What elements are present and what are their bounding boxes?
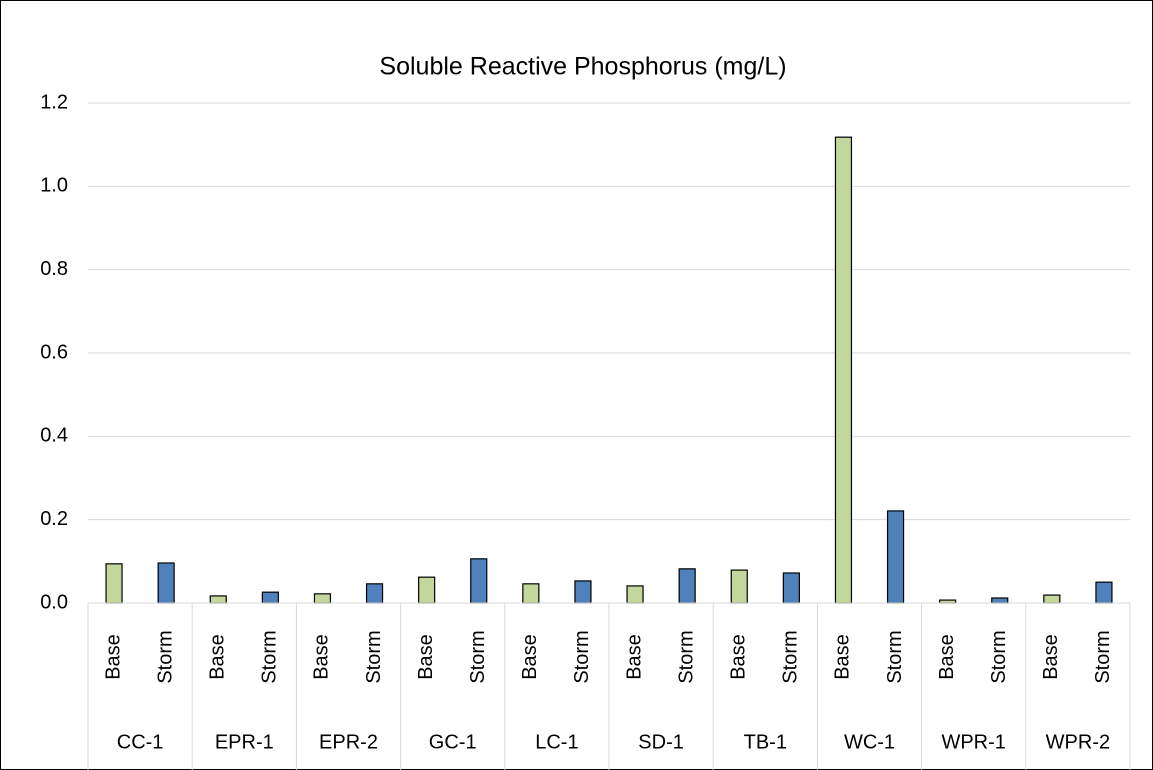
x-tick-label: Storm [780, 630, 802, 683]
x-group-label: WPR-1 [941, 731, 1005, 753]
bar [261, 591, 279, 604]
x-tick-label: Base [728, 634, 750, 680]
y-tick-label: 0.0 [40, 591, 68, 613]
x-tick-label: Base [207, 634, 229, 680]
x-tick-label: Base [102, 634, 124, 680]
y-tick-label: 0.4 [40, 425, 68, 447]
x-tick-label: Storm [363, 630, 385, 683]
x-tick-label: Base [936, 634, 958, 680]
bar [1095, 581, 1113, 604]
x-tick-label: Storm [154, 630, 176, 683]
bar [991, 597, 1009, 604]
y-tick-label: 1.2 [40, 91, 68, 113]
chart-title: Soluble Reactive Phosphorus (mg/L) [379, 53, 786, 81]
bar [678, 568, 696, 604]
x-group-label: CC-1 [117, 731, 164, 753]
bar [157, 562, 175, 604]
bar [313, 593, 332, 604]
x-tick-label: Storm [259, 630, 281, 683]
bar [886, 510, 905, 604]
bar [782, 572, 800, 604]
x-group-label: SD-1 [638, 731, 684, 753]
x-group-label: LC-1 [535, 731, 578, 753]
x-group-label: TB-1 [744, 731, 787, 753]
bar [574, 580, 592, 604]
bar [470, 558, 488, 604]
x-tick-label: Storm [1092, 630, 1114, 683]
x-group-label: EPR-1 [215, 731, 274, 753]
x-tick-label: Base [415, 634, 437, 680]
bar [730, 569, 748, 604]
y-tick-label: 0.8 [40, 258, 68, 280]
bar [209, 595, 227, 604]
x-tick-label: Base [1040, 634, 1062, 680]
x-tick-label: Storm [675, 630, 697, 683]
x-tick-label: Base [311, 634, 333, 680]
bar [834, 136, 853, 604]
bar [1043, 594, 1061, 604]
x-group-label: EPR-2 [319, 731, 378, 753]
x-tick-label: Storm [884, 630, 906, 683]
x-tick-label: Base [832, 634, 854, 680]
bar [418, 576, 436, 604]
bar [522, 583, 540, 604]
x-tick-label: Storm [467, 630, 489, 683]
bar [105, 563, 123, 604]
y-tick-label: 0.6 [40, 341, 68, 363]
y-tick-label: 1.0 [40, 175, 68, 197]
bar [626, 585, 644, 604]
bar [365, 583, 384, 604]
x-group-label: WPR-2 [1046, 731, 1110, 753]
x-group-label: GC-1 [429, 731, 477, 753]
x-tick-label: Base [623, 634, 645, 680]
x-tick-label: Storm [988, 630, 1010, 683]
x-tick-label: Base [519, 634, 541, 680]
x-group-label: WC-1 [844, 731, 895, 753]
x-tick-label: Storm [571, 630, 593, 683]
y-tick-label: 0.2 [40, 508, 68, 530]
